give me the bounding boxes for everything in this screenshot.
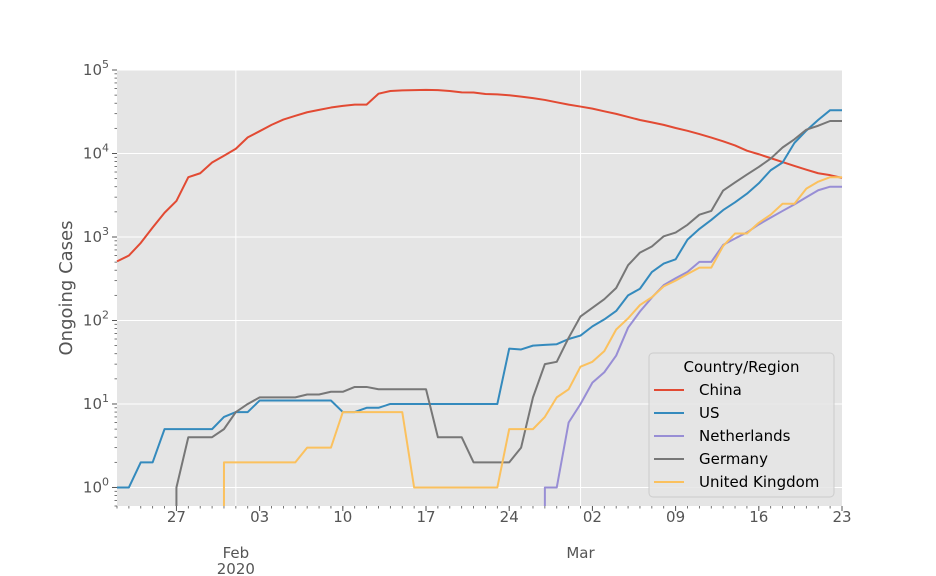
x-tick-label: 23: [832, 508, 851, 526]
legend-entry: United Kingdom: [699, 473, 819, 491]
legend-entry: Germany: [699, 450, 768, 468]
legend-entry: China: [699, 381, 742, 399]
x-tick-label: 17: [416, 508, 435, 526]
series-line-netherlands: [543, 185, 842, 506]
y-tick-label: 103: [83, 225, 109, 246]
legend-entry: Netherlands: [699, 427, 791, 445]
y-tick-label: 101: [83, 392, 109, 413]
y-tick-label: 100: [83, 475, 109, 496]
y-axis-label: Ongoing Cases: [56, 221, 77, 356]
x-month-label: Mar: [566, 544, 595, 562]
x-tick-label: 02: [583, 508, 602, 526]
x-tick-label: 16: [749, 508, 768, 526]
legend-entry: US: [699, 404, 720, 422]
series-line-china: [116, 88, 843, 263]
y-tick-label: 105: [83, 58, 109, 79]
x-tick-label: 27: [167, 508, 186, 526]
x-month-label: Feb: [223, 544, 250, 562]
x-tick-label: 03: [250, 508, 269, 526]
x-tick-label: 24: [500, 508, 519, 526]
x-tick-label: 10: [333, 508, 352, 526]
legend: Country/Region China US Netherlands Germany U…: [648, 352, 835, 498]
series-lines: [116, 88, 843, 506]
series-line-us: [117, 109, 842, 489]
y-tick-label: 104: [83, 141, 109, 162]
x-month-label: 2020: [217, 560, 255, 576]
x-tick-label: 09: [666, 508, 685, 526]
legend-title: Country/Region: [684, 358, 800, 376]
y-tick-label: 102: [83, 308, 109, 329]
legend-box: [648, 352, 835, 498]
series-line-united-kingdom: [222, 176, 842, 506]
axes: 100 101 102 103 104 105 27 03 10 17 24 02 09 16 23 Feb2…: [83, 58, 852, 576]
